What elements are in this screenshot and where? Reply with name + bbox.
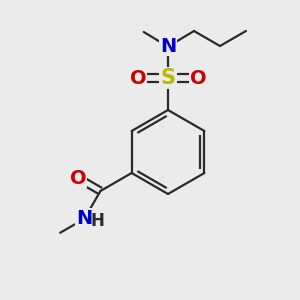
Text: N: N — [76, 209, 93, 228]
Text: O: O — [190, 68, 206, 88]
Text: H: H — [91, 212, 104, 230]
Text: N: N — [160, 37, 176, 56]
Text: O: O — [70, 169, 86, 188]
Text: S: S — [160, 68, 175, 88]
Text: O: O — [130, 68, 146, 88]
